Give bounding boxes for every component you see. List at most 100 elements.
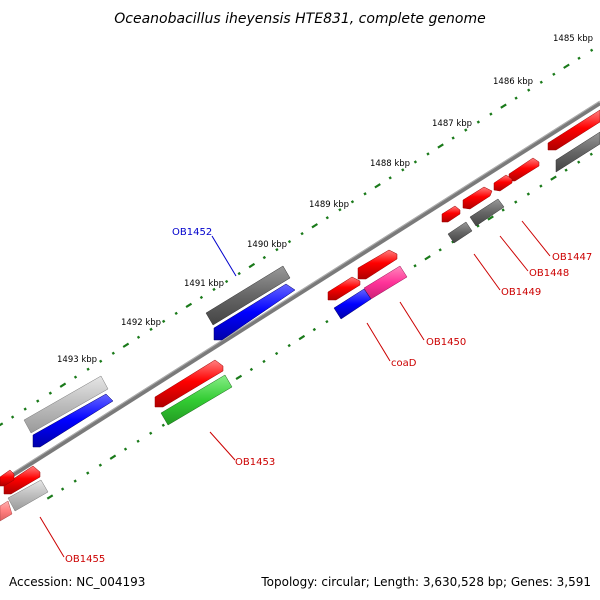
gene-bar[interactable] [469,198,505,227]
ruler-tick [539,184,543,188]
gene-arrow[interactable] [327,276,361,301]
genome-backbone [0,101,600,485]
ruler-tick [199,295,204,300]
gene-label-ob1453[interactable]: OB1453 [235,457,275,468]
genome-summary-text: Topology: circular; Length: 3,630,528 bp… [260,575,591,589]
gene-bar[interactable] [160,374,233,426]
ruler-tick [514,96,518,100]
ruler-tick [86,367,90,371]
gene-arrow[interactable] [508,157,540,182]
ruler-tick [36,399,40,403]
ruler-tick [514,200,518,204]
gene-arrow[interactable] [547,109,600,151]
gene-label-ob1448[interactable]: OB1448 [529,268,569,279]
ruler-tick [350,200,355,204]
ruler-label: 1487 kbp [432,119,472,129]
ruler-tick [374,183,381,189]
ruler-label: 1485 kbp [553,34,593,44]
ruler-tick [123,447,128,451]
ruler-tick [161,319,166,324]
ruler-tick [0,422,4,427]
outer-tick-ruler [0,48,594,427]
ruler-tick [86,471,90,475]
gene-label-ob1447[interactable]: OB1447 [552,252,592,263]
ruler-label: 1489 kbp [309,200,349,210]
ruler-tick [111,351,115,355]
ruler-tick [388,176,392,180]
ruler-tick [136,439,140,443]
ruler-tick [312,327,317,332]
ruler-tick [577,160,581,164]
gene-arrow[interactable] [493,174,513,192]
gene-arrow[interactable] [213,283,296,341]
ruler-tick [237,271,241,276]
ruler-label: 1492 kbp [121,318,161,328]
gene-bar[interactable] [0,500,13,522]
ruler-tick [311,223,318,229]
ruler-tick [287,239,292,244]
gene-label-ob1455[interactable]: OB1455 [65,554,105,565]
ruler-tick [438,248,442,252]
ruler-tick [476,224,480,228]
ruler-tick [300,231,304,236]
ruler-tick [60,487,65,491]
gene-arrow[interactable] [0,469,15,487]
ruler-tick [274,351,279,356]
ruler-tick [46,494,54,500]
genome-backbone-highlight [0,100,600,482]
ruler-tick [98,463,103,467]
ruler-tick [23,407,27,411]
ruler-tick [563,63,570,69]
ruler-tick [161,423,165,427]
ruler-tick [363,192,367,196]
ruler-tick [539,80,543,84]
ruler-tick [487,215,494,221]
ruler-tick [262,255,267,260]
ruler-tick [212,287,216,292]
gene-arrow[interactable] [32,393,114,448]
gene-bar[interactable] [555,131,600,173]
gene-bar[interactable] [333,288,372,320]
ruler-tick [325,319,329,324]
gene-arrow[interactable] [154,359,224,408]
ruler-tick [174,311,178,316]
ruler-tick [489,112,493,116]
ruler-tick [426,152,430,156]
ruler-tick [413,160,418,164]
ruler-tick [59,382,67,388]
gene-bar[interactable] [7,479,49,512]
ruler-tick [48,391,53,395]
label-leaders [39,220,551,558]
ruler-tick [500,103,507,109]
ruler-tick [149,431,153,435]
gene-arrow[interactable] [3,465,41,495]
gene-label-coad[interactable]: coaD [391,358,417,369]
ruler-tick [249,367,254,372]
ruler-tick [73,479,77,483]
gene-label-ob1449[interactable]: OB1449 [501,287,541,298]
ruler-tick [262,359,266,364]
accession-text: Accession: NC_004193 [9,575,145,589]
gene-arrow[interactable] [441,205,461,223]
ruler-tick [424,255,431,261]
ruler-tick [501,208,505,212]
gene-arrow[interactable] [357,249,398,280]
ruler-tick [550,175,557,181]
ruler-tick [325,216,329,220]
ruler-tick [149,327,153,332]
ruler-tick [464,128,468,132]
gene-bar[interactable] [447,221,473,244]
ruler-tick [401,168,405,172]
ruler-tick [99,359,103,363]
gene-arrow[interactable] [462,186,493,210]
gene-features [0,109,600,522]
map-title: Oceanobacillus iheyensis HTE831, complet… [114,11,485,27]
gene-label-ob1452[interactable]: OB1452 [172,227,212,238]
ruler-tick [136,335,141,339]
gene-bar[interactable] [205,265,291,326]
ruler-tick [109,454,117,460]
ruler-tick [552,72,556,76]
gene-label-ob1450[interactable]: OB1450 [426,337,466,348]
gene-bar[interactable] [23,375,109,434]
